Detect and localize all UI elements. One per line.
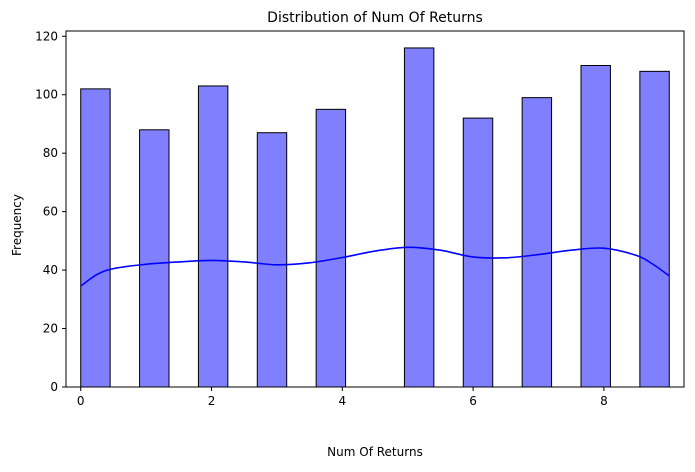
histogram-bar-6	[462, 117, 494, 388]
kde-line	[80, 246, 670, 287]
y-tick-label: 0	[50, 380, 58, 394]
x-axis-label: Num Of Returns	[327, 445, 423, 459]
histogram-bar-3	[256, 132, 288, 388]
bars-layer	[80, 47, 670, 388]
histogram-bar-9	[639, 70, 670, 388]
histogram-bar-2	[197, 85, 229, 388]
x-tick-label: 6	[469, 394, 477, 408]
histogram-bar-8	[580, 64, 611, 388]
histogram-bar-5	[403, 47, 435, 388]
histogram-bar-0	[80, 88, 111, 388]
plot-frame	[65, 30, 685, 388]
x-tick-label: 2	[208, 394, 216, 408]
y-tick-label: 80	[43, 146, 58, 160]
y-tick-label: 100	[35, 88, 58, 102]
y-tick-label: 40	[43, 263, 58, 277]
kde-layer	[80, 246, 670, 287]
x-tick-label: 0	[77, 394, 85, 408]
histogram-bar-1	[139, 129, 170, 388]
y-tick-label: 120	[35, 29, 58, 43]
chart-title: Distribution of Num Of Returns	[267, 10, 483, 26]
y-tick-label: 20	[43, 322, 58, 336]
y-axis-label: Frequency	[10, 194, 24, 256]
histogram-bar-7	[521, 97, 553, 388]
x-tick-label: 8	[600, 394, 608, 408]
histogram-bar-4	[315, 108, 347, 388]
y-tick-label: 60	[43, 205, 58, 219]
x-tick-label: 4	[338, 394, 346, 408]
